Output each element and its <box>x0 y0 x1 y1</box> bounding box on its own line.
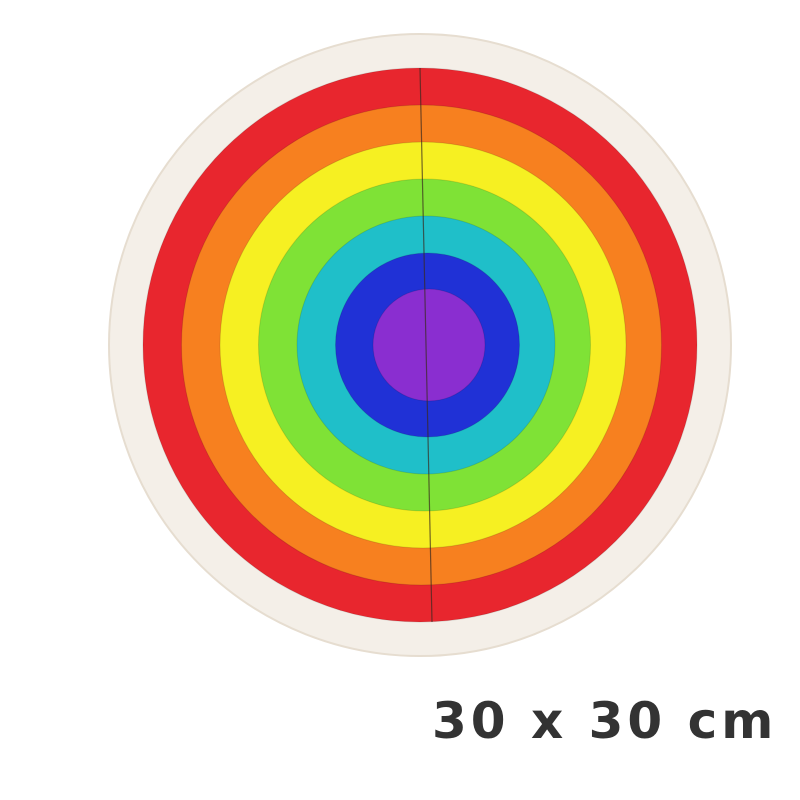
center-seam <box>419 67 433 623</box>
ring-purple <box>372 288 486 402</box>
rainbow-rings <box>142 67 698 623</box>
size-label: 30 x 30 cm <box>432 692 778 750</box>
